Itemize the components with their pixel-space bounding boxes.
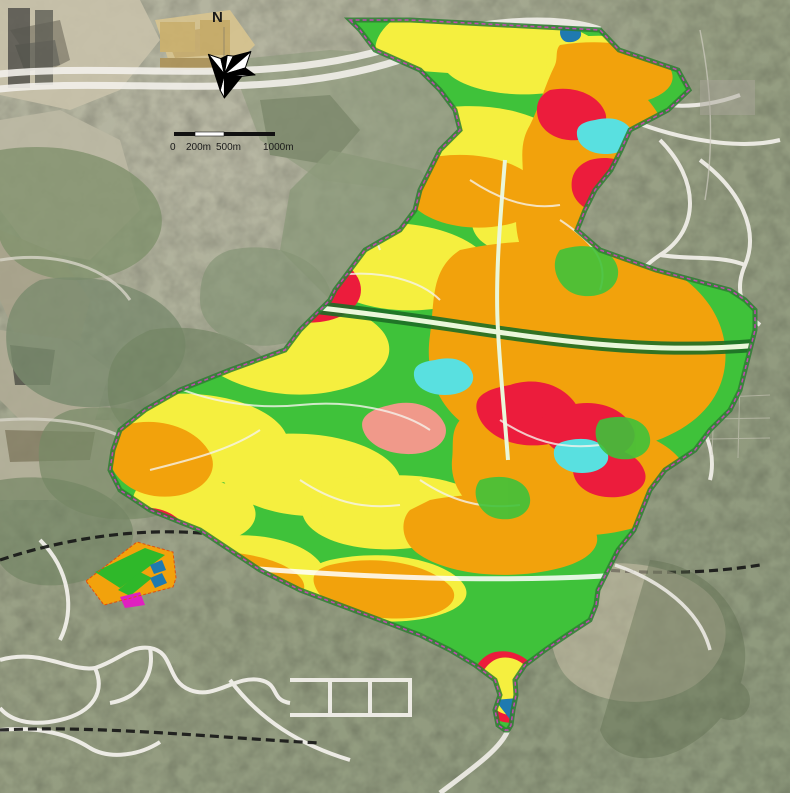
svg-text:N: N <box>212 9 223 26</box>
svg-text:200m: 200m <box>186 142 211 153</box>
svg-text:0: 0 <box>170 142 176 153</box>
svg-text:1000m: 1000m <box>263 142 294 153</box>
svg-text:500m: 500m <box>216 142 241 153</box>
